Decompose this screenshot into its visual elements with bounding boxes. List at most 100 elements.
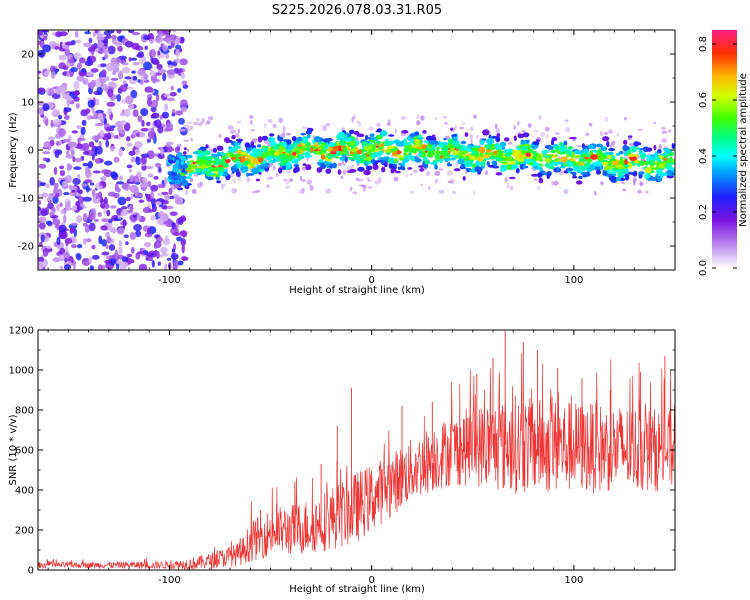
heatmap-cell	[496, 133, 501, 138]
heatmap-cell	[208, 117, 212, 123]
heatmap-cell	[349, 129, 355, 134]
heatmap-cell	[538, 158, 543, 163]
heatmap-cell	[339, 140, 347, 146]
heatmap-cell	[59, 31, 68, 37]
spectrogram-heatmap	[38, 30, 675, 270]
heatmap-cell	[622, 188, 627, 192]
heatmap-cell	[105, 139, 110, 148]
heatmap-cell	[183, 124, 190, 129]
heatmap-cell	[144, 45, 148, 50]
heatmap-cell	[52, 119, 62, 126]
heatmap-cell	[180, 175, 187, 180]
heatmap-cell	[174, 179, 181, 185]
heatmap-cell	[330, 150, 337, 155]
heatmap-cell	[582, 173, 588, 178]
snr-peaks	[239, 330, 666, 554]
heatmap-cell	[375, 147, 379, 151]
heatmap-cell	[292, 151, 297, 156]
y-tick-label: 600	[15, 446, 34, 457]
heatmap-cell	[460, 140, 467, 145]
heatmap-cell	[58, 224, 67, 233]
heatmap-cell	[550, 139, 555, 146]
heatmap-cell	[234, 145, 238, 152]
heatmap-cell	[62, 251, 70, 259]
heatmap-cell	[88, 222, 96, 232]
heatmap-cell	[554, 132, 560, 135]
heatmap-cell	[171, 175, 176, 181]
heatmap-cell	[595, 169, 602, 175]
heatmap-cell	[461, 122, 466, 125]
heatmap-cell	[298, 154, 304, 159]
heatmap-cell	[553, 180, 559, 186]
heatmap-cell	[82, 162, 89, 167]
heatmap-cell	[624, 117, 627, 121]
heatmap-cell	[42, 151, 51, 155]
heatmap-cell	[103, 30, 112, 36]
heatmap-cell	[82, 213, 88, 221]
heatmap-cell	[607, 169, 611, 174]
heatmap-cell	[596, 143, 603, 148]
heatmap-cell	[143, 61, 153, 71]
heatmap-cell	[51, 207, 56, 213]
heatmap-cell	[416, 120, 421, 126]
heatmap-cell	[71, 130, 79, 134]
heatmap-cell	[70, 222, 78, 226]
heatmap-cell	[459, 153, 463, 159]
heatmap-cell	[381, 167, 386, 173]
heatmap-cell	[430, 162, 435, 165]
heatmap-cell	[46, 245, 52, 249]
heatmap-cell	[130, 247, 135, 254]
heatmap-cell	[221, 155, 227, 160]
heatmap-cell	[100, 63, 107, 68]
heatmap-cell	[616, 132, 619, 137]
heatmap-cell	[437, 159, 442, 162]
heatmap-cell	[107, 45, 116, 55]
heatmap-cell	[42, 44, 51, 53]
heatmap-cell	[76, 75, 85, 82]
heatmap-cell	[403, 155, 410, 159]
snr-x-label: Height of straight line (km)	[289, 584, 425, 595]
heatmap-cell	[152, 80, 156, 84]
heatmap-cell	[54, 68, 60, 72]
heatmap-cell	[547, 145, 554, 150]
heatmap-cell	[100, 176, 107, 182]
heatmap-cell	[435, 149, 440, 156]
heatmap-cell	[59, 230, 68, 240]
heatmap-cell	[365, 165, 373, 171]
heatmap-cell	[288, 144, 293, 150]
heatmap-cell	[176, 236, 183, 242]
heatmap-cell	[372, 143, 376, 150]
heatmap-cell	[401, 130, 409, 134]
heatmap-cell	[244, 142, 250, 147]
heatmap-cell	[372, 164, 379, 171]
heatmap-cell	[519, 163, 525, 170]
heatmap-cell	[130, 89, 138, 99]
heatmap-cell	[108, 83, 118, 87]
heatmap-cell	[273, 158, 277, 163]
heatmap-cell	[208, 172, 216, 176]
heatmap-cell	[549, 155, 557, 158]
heatmap-cell	[45, 118, 49, 127]
heatmap-cell	[499, 141, 507, 148]
heatmap-cell	[38, 163, 47, 169]
heatmap-cell	[428, 140, 437, 145]
heatmap-cell	[236, 162, 242, 169]
heatmap-cell	[629, 156, 637, 161]
heatmap-cell	[171, 248, 175, 253]
heatmap-cell	[161, 205, 168, 210]
heatmap-cell	[332, 162, 337, 169]
heatmap-cell	[111, 38, 117, 44]
heatmap-cell	[314, 141, 319, 148]
heatmap-cell	[165, 53, 169, 59]
heatmap-cell	[38, 30, 43, 36]
heatmap-cell	[567, 146, 574, 150]
heatmap-cell	[88, 37, 93, 44]
heatmap-cell	[268, 136, 273, 143]
heatmap-cell	[653, 156, 661, 161]
heatmap-cell	[452, 150, 459, 156]
heatmap-cell	[504, 176, 509, 182]
heatmap-cell	[405, 174, 409, 177]
heatmap-cell	[645, 190, 649, 194]
heatmap-cell	[138, 263, 148, 270]
heatmap-cell	[286, 139, 292, 146]
